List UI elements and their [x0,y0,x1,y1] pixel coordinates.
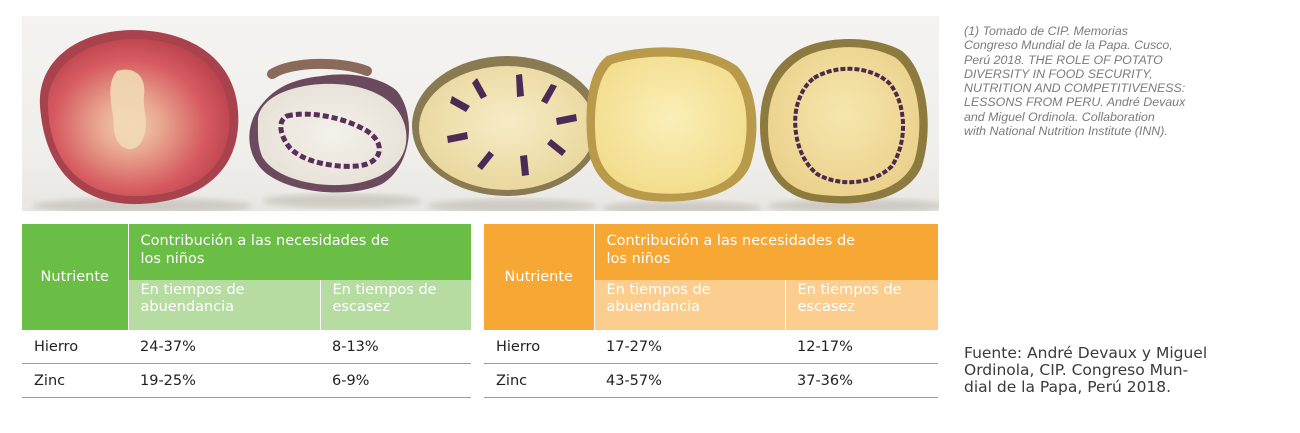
scarcity-cell: 12-17% [785,330,938,364]
purple-ring-potato [249,58,409,193]
nutrient-cell: Hierro [484,330,594,364]
nutrient-cell: Zinc [22,363,128,398]
scarcity-header: En tiempos de escasez [784,280,938,330]
nutrient-cell: Hierro [22,330,128,364]
scarcity-cell: 8-13% [320,330,471,364]
abundance-cell: 19-25% [128,363,320,398]
yellow-purple-ring-potato [760,38,928,204]
abundance-cell: 24-37% [128,330,320,364]
table-row: Zinc 43-57% 37-36% [484,363,938,398]
table-row: Hierro 17-27% 12-17% [484,330,938,364]
table-subheader-row: En tiempos de abuendancia En tiempos de … [484,280,938,330]
scarcity-cell: 37-36% [785,363,938,398]
nutrient-header: Nutriente [22,224,128,330]
yellow-potato [586,47,757,202]
abundance-cell: 43-57% [594,363,785,398]
table-header-row: Nutriente Contribución a las necesidades… [484,224,938,330]
nutrient-cell: Zinc [484,363,594,398]
nutrient-table-green: Nutriente Contribución a las necesidades… [22,224,471,398]
table-header-row: Nutriente Contribución a las necesidades… [22,224,471,330]
nutrient-header: Nutriente [484,224,594,330]
purple-star-potato [412,56,602,196]
nutrient-table-orange: Nutriente Contribución a las necesidades… [484,224,938,398]
potato-illustration [32,30,939,211]
source-note: Fuente: André Devaux y Miguel Ordinola, … [964,344,1208,396]
potato-photo [22,16,939,211]
table-subheader-row: En tiempos de abuendancia En tiempos de … [22,280,471,330]
abundance-header: En tiempos de abuendancia [127,280,320,330]
contribution-header: Contribución a las necesidades de los ni… [593,224,938,280]
red-potato [39,30,239,205]
abundance-header: En tiempos de abuendancia [593,280,785,330]
abundance-cell: 17-27% [594,330,785,364]
table-row: Hierro 24-37% 8-13% [22,330,471,364]
table-row: Zinc 19-25% 6-9% [22,363,471,398]
scarcity-header: En tiempos de escasez [319,280,471,330]
contribution-header: Contribución a las necesidades de los ni… [127,224,471,280]
scarcity-cell: 6-9% [320,363,471,398]
citation-caption: (1) Tomado de CIP. Memorias Congreso Mun… [964,24,1186,139]
